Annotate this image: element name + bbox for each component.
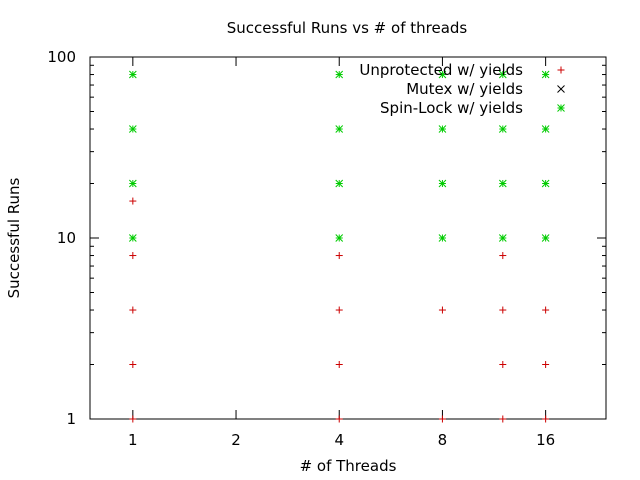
data-point-series-1 — [335, 415, 343, 423]
legend-marker-2 — [557, 85, 565, 93]
x-axis-ticks: 1 2 4 8 16 — [128, 57, 555, 449]
data-point-series-1 — [129, 197, 137, 205]
data-point-series-3 — [128, 125, 137, 133]
plot-area-border — [89, 56, 607, 420]
data-point-series-3 — [541, 234, 550, 242]
data-points — [128, 70, 550, 423]
data-point-series-1 — [335, 252, 343, 260]
legend-marker-1 — [557, 66, 565, 74]
x-tick-label: 16 — [536, 431, 555, 449]
data-point-series-3 — [498, 125, 507, 133]
data-point-series-3 — [498, 179, 507, 188]
data-point-series-3 — [541, 70, 550, 79]
legend-label: Spin-Lock w/ yields — [380, 99, 523, 117]
legend-label: Mutex w/ yields — [406, 80, 523, 98]
data-point-series-3 — [128, 70, 137, 79]
y-tick-label: 10 — [57, 229, 76, 247]
chart-title: Successful Runs vs # of threads — [227, 19, 468, 37]
data-point-series-1 — [499, 306, 507, 314]
x-tick-label: 2 — [231, 431, 241, 449]
data-point-series-1 — [335, 361, 343, 369]
x-tick-label: 4 — [334, 431, 344, 449]
data-point-series-1 — [129, 415, 137, 423]
data-point-series-3 — [438, 125, 447, 133]
data-point-series-1 — [499, 415, 507, 423]
data-point-series-3 — [438, 70, 447, 79]
data-point-series-1 — [438, 415, 446, 423]
data-point-series-3 — [335, 234, 344, 242]
data-point-series-3 — [438, 179, 447, 188]
data-point-series-3 — [498, 234, 507, 242]
data-point-series-3 — [541, 125, 550, 133]
data-point-series-1 — [129, 361, 137, 369]
data-point-series-1 — [542, 415, 550, 423]
data-point-series-3 — [335, 70, 344, 79]
y-tick-label: 100 — [47, 48, 76, 66]
x-tick-label: 8 — [438, 431, 448, 449]
data-point-series-3 — [128, 179, 137, 188]
x-axis-label: # of Threads — [300, 457, 397, 475]
data-point-series-1 — [542, 361, 550, 369]
data-point-series-1 — [499, 361, 507, 369]
data-point-series-3 — [438, 234, 447, 242]
data-point-series-1 — [129, 252, 137, 260]
data-point-series-3 — [541, 179, 550, 188]
data-point-series-3 — [128, 234, 137, 242]
data-point-series-3 — [335, 125, 344, 133]
y-axis-label: Successful Runs — [5, 177, 23, 298]
y-tick-label: 1 — [66, 410, 76, 428]
data-point-series-1 — [335, 306, 343, 314]
x-tick-label: 1 — [128, 431, 138, 449]
data-point-series-1 — [499, 252, 507, 260]
data-point-series-3 — [498, 70, 507, 79]
data-point-series-1 — [438, 306, 446, 314]
data-point-series-1 — [129, 306, 137, 314]
y-axis-ticks: 1 10 100 — [47, 48, 606, 428]
legend-label: Unprotected w/ yields — [359, 61, 523, 79]
legend-marker-3 — [557, 104, 565, 112]
data-point-series-1 — [542, 306, 550, 314]
data-point-series-3 — [335, 179, 344, 188]
